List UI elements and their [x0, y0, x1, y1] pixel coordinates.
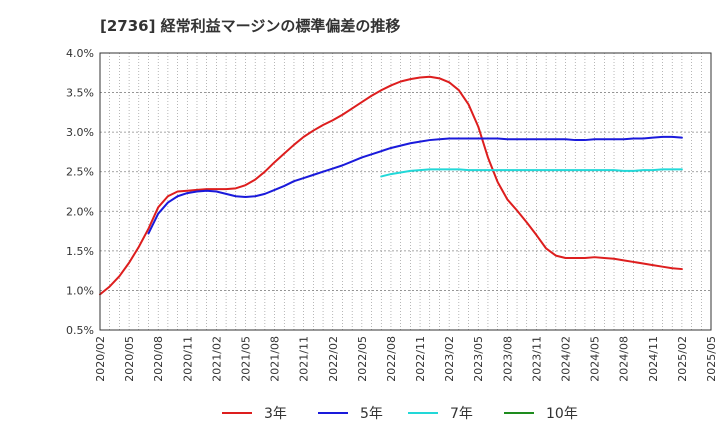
x-tick-label: 2020/02 — [94, 336, 107, 382]
x-tick-label: 2023/11 — [530, 336, 543, 382]
series-lines — [99, 75, 683, 296]
y-tick-label: 2.0% — [66, 205, 94, 218]
y-tick-label: 0.5% — [66, 324, 94, 337]
legend-label: 10年 — [546, 406, 578, 422]
x-tick-label: 2023/08 — [501, 336, 514, 382]
y-tick-label: 3.5% — [66, 87, 94, 100]
series-line — [380, 168, 683, 178]
y-tick-label: 2.5% — [66, 166, 94, 179]
x-tick-label: 2025/05 — [705, 336, 718, 382]
y-axis-ticks: 0.5% 1.0% 1.5% 2.0% 2.5% 3.0% 3.5% 4.0% — [66, 47, 94, 337]
x-tick-label: 2022/02 — [327, 336, 340, 382]
x-tick-label: 2020/05 — [123, 336, 136, 382]
legend: 3年 5年 7年 10年 — [222, 406, 578, 422]
y-tick-label: 1.5% — [66, 245, 94, 258]
series-line — [147, 135, 683, 235]
x-tick-label: 2024/02 — [560, 336, 573, 382]
y-tick-label: 4.0% — [66, 47, 94, 60]
x-axis-ticks: 2020/02 2020/05 2020/08 2020/11 2021/02 2021/… — [94, 336, 718, 382]
x-tick-label: 2021/02 — [210, 336, 223, 382]
legend-label: 7年 — [450, 406, 473, 422]
legend-label: 5年 — [360, 406, 383, 422]
x-tick-label: 2022/11 — [414, 336, 427, 382]
x-tick-label: 2020/08 — [152, 336, 165, 382]
x-tick-label: 2021/05 — [239, 336, 252, 382]
x-tick-label: 2021/11 — [298, 336, 311, 382]
legend-label: 3年 — [264, 406, 287, 422]
y-tick-label: 1.0% — [66, 284, 94, 297]
x-tick-label: 2023/02 — [443, 336, 456, 382]
x-tick-label: 2025/02 — [676, 336, 689, 382]
x-tick-label: 2022/08 — [385, 336, 398, 382]
x-tick-label: 2020/11 — [181, 336, 194, 382]
x-tick-label: 2024/08 — [618, 336, 631, 382]
chart-title: [2736] 経常利益マージンの標準偏差の推移 — [100, 17, 400, 35]
x-tick-label: 2024/05 — [589, 336, 602, 382]
x-tick-label: 2023/05 — [472, 336, 485, 382]
y-tick-label: 3.0% — [66, 126, 94, 139]
x-tick-label: 2021/08 — [269, 336, 282, 382]
x-tick-label: 2024/11 — [647, 336, 660, 382]
series-line — [99, 75, 683, 296]
plot-area-border — [99, 52, 712, 331]
x-tick-label: 2022/05 — [356, 336, 369, 382]
